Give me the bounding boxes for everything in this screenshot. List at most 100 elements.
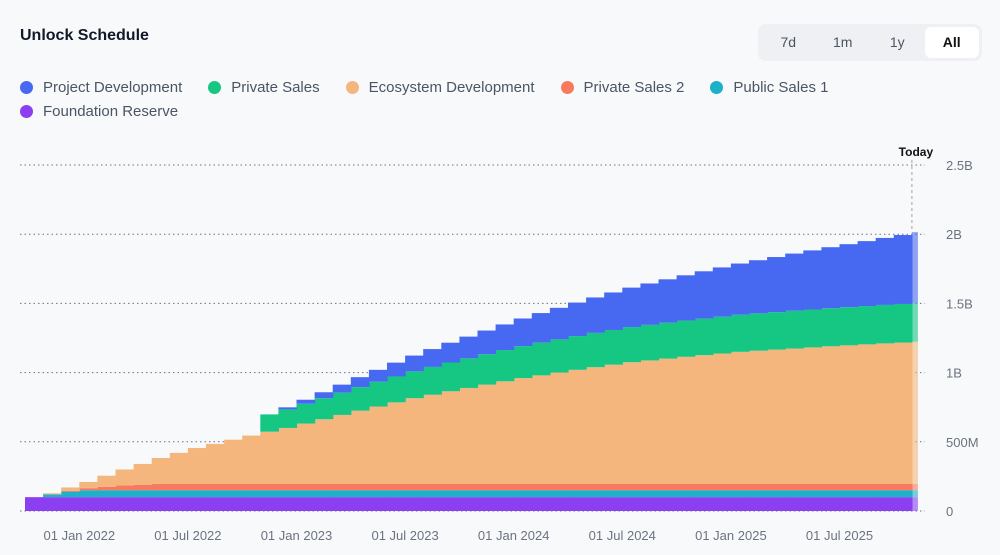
legend-dot-icon bbox=[208, 80, 222, 94]
bar-project-development bbox=[350, 377, 370, 388]
bar-public-sales-1 bbox=[477, 490, 497, 498]
bar-ecosystem-development bbox=[314, 419, 334, 485]
bar-ecosystem-development bbox=[857, 344, 877, 485]
bar-public-sales-1 bbox=[61, 491, 80, 498]
bar-ecosystem-development bbox=[97, 475, 117, 487]
bar-foundation-reserve bbox=[586, 497, 605, 511]
bar-project-development bbox=[785, 253, 804, 311]
bar-private-sales bbox=[549, 339, 569, 373]
bar-private-sales-2 bbox=[821, 484, 841, 491]
bar-foundation-reserve bbox=[187, 497, 207, 511]
bar-public-sales-1 bbox=[224, 490, 243, 498]
bar-private-sales bbox=[477, 354, 497, 385]
bar-project-development bbox=[296, 399, 316, 404]
bar-ecosystem-development bbox=[549, 372, 569, 485]
bar-ecosystem-development bbox=[387, 402, 406, 485]
bar-private-sales bbox=[640, 324, 660, 361]
bar-private-sales bbox=[586, 332, 605, 368]
bar-project-development bbox=[730, 263, 750, 315]
bar-private-sales-2 bbox=[604, 484, 623, 491]
bar-public-sales-1 bbox=[151, 490, 171, 498]
bar-project-development bbox=[622, 287, 641, 328]
bar-private-sales-2 bbox=[206, 484, 225, 491]
bar-public-sales-1 bbox=[368, 490, 388, 498]
bar-private-sales-2 bbox=[97, 486, 117, 491]
bar-public-sales-1 bbox=[821, 490, 841, 498]
bar-ecosystem-development bbox=[332, 414, 352, 485]
bar-foundation-reserve bbox=[839, 497, 859, 511]
bar-foundation-reserve bbox=[622, 497, 641, 511]
bar-private-sales-2 bbox=[332, 484, 352, 491]
bar-private-sales-2 bbox=[676, 484, 696, 491]
y-tick-label: 1B bbox=[946, 366, 962, 381]
legend-item-ecosystem-development[interactable]: Ecosystem Development bbox=[345, 78, 535, 96]
bar-private-sales bbox=[332, 392, 352, 415]
bar-private-sales-2 bbox=[169, 484, 189, 491]
bar-private-sales-2 bbox=[423, 484, 442, 491]
bar-foundation-reserve bbox=[387, 497, 406, 511]
time-range-selector: 7d 1m 1y All bbox=[758, 24, 982, 61]
bar-private-sales-2 bbox=[531, 484, 551, 491]
bar-private-sales bbox=[749, 313, 768, 351]
bar-foundation-reserve bbox=[332, 497, 352, 511]
bar-public-sales-1 bbox=[893, 490, 913, 498]
bar-ecosystem-development bbox=[676, 356, 696, 485]
bar-private-sales-2 bbox=[242, 484, 261, 491]
legend-label: Private Sales 2 bbox=[583, 78, 685, 96]
legend-item-project-development[interactable]: Project Development bbox=[20, 78, 182, 96]
bar-private-sales bbox=[278, 409, 298, 428]
bar-project-development bbox=[495, 324, 515, 351]
legend-item-public-sales-1[interactable]: Public Sales 1 bbox=[710, 78, 828, 96]
y-tick-label: 2.5B bbox=[946, 158, 973, 173]
bar-ecosystem-development bbox=[405, 398, 424, 485]
bar-private-sales-2 bbox=[459, 484, 479, 491]
bar-foundation-reserve bbox=[169, 497, 189, 511]
bar-ecosystem-development bbox=[694, 355, 714, 485]
bar-foundation-reserve bbox=[151, 497, 171, 511]
x-tick-label: 01 Jan 2022 bbox=[44, 528, 116, 543]
bar-project-development bbox=[513, 318, 533, 347]
bar-foundation-reserve bbox=[767, 497, 786, 511]
legend-item-foundation-reserve[interactable]: Foundation Reserve bbox=[20, 102, 178, 120]
bar-private-sales bbox=[459, 358, 479, 388]
range-7d-button[interactable]: 7d bbox=[780, 34, 797, 50]
bar-public-sales-1 bbox=[549, 490, 569, 498]
bar-public-sales-1 bbox=[767, 490, 786, 498]
bar-private-sales bbox=[803, 309, 822, 348]
legend-dot-icon bbox=[710, 80, 724, 94]
bar-private-sales-2 bbox=[79, 488, 98, 491]
x-tick-label: 01 Jan 2023 bbox=[261, 528, 333, 543]
x-tick-label: 01 Jul 2025 bbox=[806, 528, 873, 543]
bar-public-sales-1 bbox=[568, 490, 587, 498]
bar-private-sales bbox=[495, 350, 515, 382]
bar-ecosystem-development bbox=[115, 469, 135, 486]
bar-private-sales bbox=[893, 303, 913, 343]
bar-private-sales-2 bbox=[187, 484, 207, 491]
bar-public-sales-1 bbox=[749, 490, 768, 498]
legend-item-private-sales[interactable]: Private Sales bbox=[208, 78, 320, 96]
bar-foundation-reserve bbox=[821, 497, 841, 511]
legend-item-private-sales-2[interactable]: Private Sales 2 bbox=[560, 78, 685, 96]
bar-private-sales-2 bbox=[767, 484, 786, 491]
legend-dot-icon bbox=[560, 80, 574, 94]
bar-ecosystem-development bbox=[224, 439, 243, 485]
bar-ecosystem-development bbox=[658, 358, 678, 485]
range-1y-button[interactable]: 1y bbox=[889, 34, 905, 50]
bar-private-sales-2 bbox=[115, 485, 135, 491]
bar-ecosystem-development bbox=[79, 481, 98, 489]
bar-project-development bbox=[586, 297, 605, 333]
range-all-button[interactable]: All bbox=[924, 27, 979, 58]
bar-project-development bbox=[911, 232, 918, 303]
bar-public-sales-1 bbox=[405, 490, 424, 498]
range-1m-button[interactable]: 1m bbox=[833, 34, 853, 50]
bar-public-sales-1 bbox=[350, 490, 370, 498]
bar-private-sales bbox=[368, 381, 388, 407]
bar-public-sales-1 bbox=[857, 490, 877, 498]
bar-public-sales-1 bbox=[206, 490, 225, 498]
bar-public-sales-1 bbox=[586, 490, 605, 498]
bar-public-sales-1 bbox=[296, 490, 316, 498]
bar-ecosystem-development bbox=[296, 423, 316, 485]
bar-foundation-reserve bbox=[79, 497, 98, 511]
bar-project-development bbox=[749, 260, 768, 314]
bar-project-development bbox=[821, 247, 841, 309]
